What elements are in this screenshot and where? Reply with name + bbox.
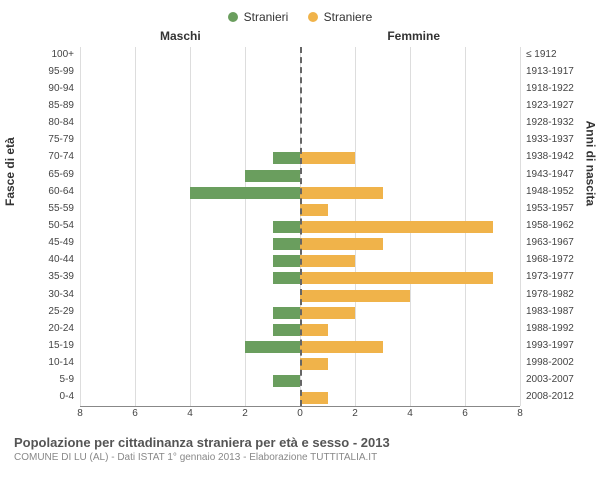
age-label: 55-59 [48, 203, 80, 214]
bar-female [300, 290, 410, 302]
bar-male [273, 375, 301, 387]
age-label: 70-74 [48, 151, 80, 162]
bar-male [245, 341, 300, 353]
age-label: 80-84 [48, 117, 80, 128]
bar-male [190, 187, 300, 199]
birth-year-label: 1978-1982 [520, 289, 574, 300]
bar-female [300, 358, 328, 370]
legend-item-male: Stranieri [228, 10, 289, 24]
legend-label-female: Straniere [324, 10, 373, 24]
age-label: 90-94 [48, 83, 80, 94]
x-tick: 6 [462, 406, 468, 419]
bar-female [300, 341, 383, 353]
column-header-female: Femmine [387, 29, 440, 43]
age-label: 15-19 [48, 340, 80, 351]
birth-year-label: 2008-2012 [520, 391, 574, 402]
bar-male [273, 324, 301, 336]
birth-year-label: 1938-1942 [520, 151, 574, 162]
birth-year-label: 1923-1927 [520, 100, 574, 111]
bar-male [245, 170, 300, 182]
x-tick: 6 [132, 406, 138, 419]
legend: Stranieri Straniere [0, 0, 600, 29]
legend-label-male: Stranieri [244, 10, 289, 24]
age-label: 30-34 [48, 289, 80, 300]
x-tick: 0 [297, 406, 303, 419]
x-tick: 8 [77, 406, 83, 419]
bar-female [300, 392, 328, 404]
birth-year-label: 1913-1917 [520, 66, 574, 77]
bar-female [300, 238, 383, 250]
bar-female [300, 204, 328, 216]
bar-female [300, 187, 383, 199]
age-label: 85-89 [48, 100, 80, 111]
birth-year-label: 1993-1997 [520, 340, 574, 351]
y-axis-title-left: Fasce di età [3, 137, 17, 206]
bar-female [300, 307, 355, 319]
birth-year-label: 1958-1962 [520, 220, 574, 231]
chart-subtitle: COMUNE DI LU (AL) - Dati ISTAT 1° gennai… [14, 452, 586, 463]
birth-year-label: 1963-1967 [520, 237, 574, 248]
bar-male [273, 255, 301, 267]
age-label: 0-4 [60, 391, 80, 402]
birth-year-label: 1918-1922 [520, 83, 574, 94]
age-label: 75-79 [48, 134, 80, 145]
birth-year-label: 1983-1987 [520, 306, 574, 317]
bar-male [273, 307, 301, 319]
chart-footer: Popolazione per cittadinanza straniera p… [0, 429, 600, 463]
chart-title: Popolazione per cittadinanza straniera p… [14, 435, 586, 450]
age-label: 35-39 [48, 271, 80, 282]
x-tick: 4 [187, 406, 193, 419]
birth-year-label: 1998-2002 [520, 357, 574, 368]
bar-male [273, 152, 301, 164]
age-label: 25-29 [48, 306, 80, 317]
bar-female [300, 255, 355, 267]
birth-year-label: 1933-1937 [520, 134, 574, 145]
age-label: 65-69 [48, 169, 80, 180]
age-label: 10-14 [48, 357, 80, 368]
legend-swatch-male [228, 12, 238, 22]
birth-year-label: ≤ 1912 [520, 49, 557, 60]
legend-swatch-female [308, 12, 318, 22]
bar-male [273, 238, 301, 250]
birth-year-label: 1968-1972 [520, 254, 574, 265]
birth-year-label: 1973-1977 [520, 271, 574, 282]
bar-male [273, 221, 301, 233]
birth-year-label: 1953-1957 [520, 203, 574, 214]
age-label: 95-99 [48, 66, 80, 77]
legend-item-female: Straniere [308, 10, 373, 24]
population-pyramid-chart: Maschi Femmine Fasce di età Anni di nasc… [20, 29, 580, 429]
age-label: 40-44 [48, 254, 80, 265]
x-tick: 4 [407, 406, 413, 419]
x-tick: 2 [242, 406, 248, 419]
age-label: 50-54 [48, 220, 80, 231]
plot-area: 246802468100+≤ 191295-991913-191790-9419… [80, 47, 520, 407]
age-label: 45-49 [48, 237, 80, 248]
x-tick: 2 [352, 406, 358, 419]
birth-year-label: 1948-1952 [520, 186, 574, 197]
column-header-male: Maschi [160, 29, 201, 43]
x-tick: 8 [517, 406, 523, 419]
y-axis-title-right: Anni di nascita [583, 121, 597, 206]
birth-year-label: 1943-1947 [520, 169, 574, 180]
age-label: 5-9 [60, 374, 80, 385]
bar-female [300, 152, 355, 164]
age-label: 100+ [51, 49, 80, 60]
bar-female [300, 221, 493, 233]
bar-male [273, 272, 301, 284]
bar-female [300, 324, 328, 336]
birth-year-label: 1928-1932 [520, 117, 574, 128]
center-line [300, 47, 302, 406]
age-label: 20-24 [48, 323, 80, 334]
bar-female [300, 272, 493, 284]
birth-year-label: 2003-2007 [520, 374, 574, 385]
birth-year-label: 1988-1992 [520, 323, 574, 334]
age-label: 60-64 [48, 186, 80, 197]
